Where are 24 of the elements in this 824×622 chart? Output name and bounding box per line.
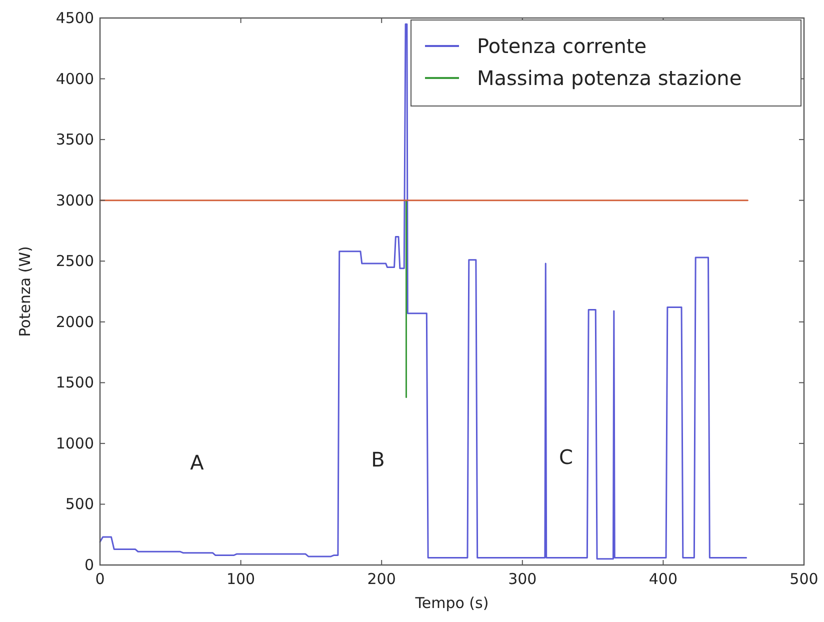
x-axis-title: Tempo (s): [414, 594, 489, 612]
y-axis-title: Potenza (W): [16, 246, 34, 337]
y-tick-label: 2000: [56, 312, 94, 331]
y-tick-label: 4000: [56, 70, 94, 88]
y-tick-label: 1000: [56, 434, 94, 452]
y-tick-label: 3000: [56, 191, 94, 210]
y-tick-label: 4500: [56, 9, 94, 27]
x-tick-label: 400: [648, 570, 678, 588]
x-tick-label: 300: [508, 570, 537, 588]
x-tick-label: 0: [95, 570, 105, 588]
legend-label: Potenza corrente: [477, 34, 647, 58]
x-tick-label: 500: [790, 570, 818, 588]
y-tick-label: 0: [84, 556, 94, 574]
x-tick-label: 200: [367, 570, 396, 588]
annotation: B: [371, 448, 385, 472]
y-tick-label: 1500: [56, 374, 94, 392]
y-tick-label: 3500: [56, 130, 94, 149]
line-series: [99, 23, 748, 560]
legend-label: Massima potenza stazione: [477, 66, 742, 90]
y-tick-label: 500: [65, 495, 94, 514]
x-tick-label: 100: [226, 570, 256, 588]
y-tick-label: 2500: [56, 252, 94, 270]
annotation: A: [190, 450, 204, 474]
annotation: C: [559, 444, 573, 469]
